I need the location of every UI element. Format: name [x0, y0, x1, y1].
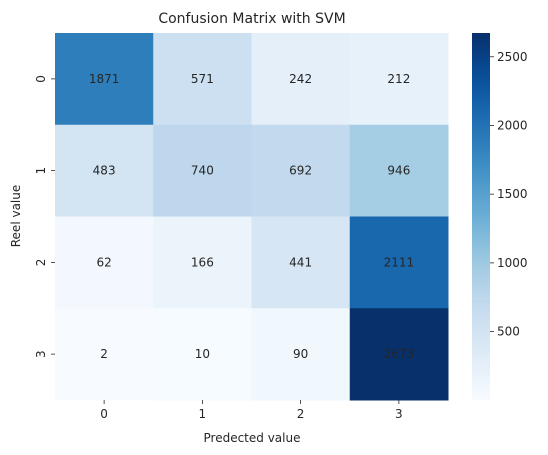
heatmap-cell — [55, 33, 154, 126]
y-tick-label: 3 — [34, 350, 48, 358]
heatmap-cell — [153, 33, 252, 126]
heatmap-cell — [153, 216, 252, 309]
cell-value-label: 740 — [191, 164, 214, 178]
heatmap-cell — [55, 216, 154, 309]
cell-value-label: 62 — [96, 255, 111, 269]
heatmap-cell — [55, 124, 154, 217]
y-tick-label: 1 — [34, 167, 48, 175]
x-tick-label: 0 — [100, 407, 108, 421]
heatmap-cells — [55, 33, 449, 401]
cell-value-label: 2111 — [384, 255, 415, 269]
heatmap-cell — [349, 308, 449, 401]
cell-value-label: 2 — [100, 347, 108, 361]
cell-value-label: 10 — [195, 347, 210, 361]
y-tick-label: 0 — [34, 75, 48, 83]
y-axis-label: Reel value — [9, 185, 23, 248]
heatmap-cell — [55, 308, 154, 401]
heatmap-cell — [153, 124, 252, 217]
chart-title: Confusion Matrix with SVM — [158, 11, 345, 27]
heatmap-cell — [349, 124, 449, 217]
x-axis: 0 1 2 3 — [100, 400, 403, 421]
cell-value-label: 441 — [289, 255, 312, 269]
y-tick-label: 2 — [34, 259, 48, 267]
heatmap-cell — [349, 216, 449, 309]
heatmap-cell — [251, 33, 351, 126]
colorbar: 500 1000 1500 2000 2500 — [472, 33, 528, 400]
cell-value-label: 946 — [387, 164, 410, 178]
cell-value-label: 90 — [293, 347, 308, 361]
heatmap-cell — [349, 33, 449, 126]
colorbar-tick-label: 500 — [497, 325, 520, 339]
heatmap-cell — [153, 308, 252, 401]
colorbar-tick-label: 2500 — [497, 50, 528, 64]
colorbar-tick-label: 2000 — [497, 118, 528, 132]
cell-value-label: 212 — [387, 72, 410, 86]
colorbar-gradient — [472, 33, 490, 400]
cell-value-label: 1871 — [89, 72, 120, 86]
heatmap-cell — [251, 216, 351, 309]
x-axis-label: Predected value — [204, 431, 301, 445]
cell-value-label: 166 — [191, 255, 214, 269]
cell-value-label: 692 — [289, 164, 312, 178]
cell-value-label: 2673 — [384, 347, 415, 361]
heatmap-cell — [251, 308, 351, 401]
cell-value-label: 242 — [289, 72, 312, 86]
y-axis: 0 1 2 3 — [34, 75, 55, 358]
heatmap-cell-labels: 1871 571 242 212 483 740 692 946 62 166 441 2111 2 10… — [89, 72, 414, 361]
colorbar-tick-label: 1000 — [497, 256, 528, 270]
cell-value-label: 483 — [93, 164, 116, 178]
x-tick-label: 1 — [199, 407, 207, 421]
x-tick-label: 2 — [297, 407, 305, 421]
x-tick-label: 3 — [395, 407, 403, 421]
heatmap-cell — [251, 124, 351, 217]
colorbar-tick-label: 1500 — [497, 187, 528, 201]
cell-value-label: 571 — [191, 72, 214, 86]
